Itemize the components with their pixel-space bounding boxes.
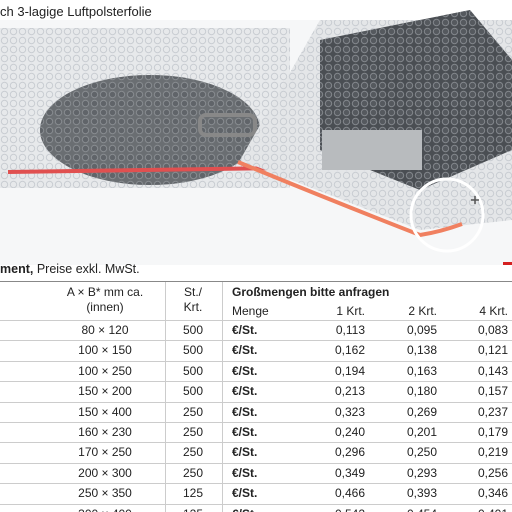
size-cell: 200 × 300 [78, 465, 132, 480]
price-cell: 0,296 [334, 445, 365, 460]
price-cell: 0,237 [477, 404, 508, 419]
price-cell: 0,349 [334, 465, 365, 480]
row-line [0, 381, 512, 383]
price-cell: 0,180 [406, 384, 437, 399]
header-title: ch 3-lagige Luftpolsterfolie [0, 4, 152, 19]
col-c4: 4 Krt. [479, 304, 508, 318]
unit-cell: €/St. [232, 363, 258, 378]
product-photos [0, 10, 512, 265]
unit-cell: €/St. [232, 486, 258, 501]
pack-cell: 500 [182, 343, 204, 358]
size-cell: 300 × 400 [45, 507, 165, 512]
pack-cell: 125 [182, 486, 204, 501]
unit-cell: €/St. [232, 384, 258, 399]
row-line [0, 503, 512, 505]
pack-cell: 500 [182, 384, 204, 399]
pack-cell: 125 [172, 507, 214, 512]
unit-cell: €/St. [232, 404, 258, 419]
row-line [0, 442, 512, 444]
divider [222, 282, 223, 512]
section-rest: Preise exkl. MwSt. [36, 262, 140, 276]
pack-cell: 250 [182, 425, 204, 439]
price-cell: 0,162 [334, 343, 365, 358]
row-line [0, 483, 512, 485]
size-cell: 250 × 350 [78, 486, 132, 501]
price-cell: 0,393 [406, 486, 437, 501]
pack-cell: 500 [182, 323, 204, 337]
size-cell: 150 × 400 [78, 404, 132, 419]
unit-cell: €/St. [232, 507, 257, 512]
row-line [0, 401, 512, 403]
price-cell: 0,346 [477, 486, 508, 501]
price-cell: 0,323 [334, 404, 365, 419]
divider [165, 282, 166, 512]
price-cell: 0,095 [406, 323, 437, 337]
pack-cell: 250 [182, 404, 204, 419]
price-cell: 0,219 [477, 445, 508, 460]
price-cell: 0,083 [477, 323, 508, 337]
size-cell: 150 × 200 [78, 384, 132, 399]
col-qty: Menge [232, 304, 269, 318]
price-cell: 0,143 [477, 363, 508, 378]
price-cell: 0,454 [372, 507, 437, 512]
row-line [0, 422, 512, 423]
price-cell: 0,256 [477, 465, 508, 480]
size-cell: 160 × 230 [78, 425, 132, 439]
col-group: Großmengen bitte anfragen [232, 285, 390, 299]
col-c2: 2 Krt. [408, 304, 437, 318]
price-cell: 0,542 [300, 507, 365, 512]
col-pack2: Krt. [183, 300, 203, 314]
price-cell: 0,250 [406, 445, 437, 460]
col-size-note: (innen) [86, 300, 124, 314]
size-cell: 100 × 250 [78, 363, 132, 378]
row-line [0, 462, 512, 464]
size-cell: 170 × 250 [78, 445, 132, 460]
unit-cell: €/St. [232, 323, 258, 337]
row-line [0, 340, 512, 342]
col-pack: St./ [183, 285, 202, 299]
pack-cell: 250 [182, 445, 204, 460]
row-line [0, 360, 512, 362]
section-heading: ment, Preise exkl. MwSt. [0, 262, 140, 276]
pack-cell: 250 [182, 465, 204, 480]
col-size: A × B* mm ca. [66, 285, 144, 299]
price-cell: 0,293 [406, 465, 437, 480]
unit-cell: €/St. [232, 343, 258, 358]
size-cell: 80 × 120 [81, 323, 129, 337]
unit-cell: €/St. [232, 445, 258, 460]
price-cell: 0,138 [406, 343, 437, 358]
price-cell: 0,466 [334, 486, 365, 501]
price-cell: 0,401 [443, 507, 508, 512]
price-cell: 0,213 [334, 384, 365, 399]
col-c1: 1 Krt. [336, 304, 365, 318]
price-cell: 0,113 [335, 323, 365, 337]
unit-cell: €/St. [232, 465, 258, 480]
price-cell: 0,201 [406, 425, 437, 439]
price-cell: 0,179 [477, 425, 508, 439]
price-cell: 0,240 [334, 425, 365, 439]
section-lead: ment, [0, 262, 34, 276]
price-cell: 0,269 [406, 404, 437, 419]
rule [0, 281, 512, 282]
row-line [0, 320, 512, 321]
price-cell: 0,163 [406, 363, 437, 378]
price-cell: 0,157 [477, 384, 508, 399]
price-cell: 0,194 [334, 363, 365, 378]
pack-cell: 500 [182, 363, 204, 378]
price-cell: 0,121 [477, 343, 508, 358]
size-cell: 100 × 150 [78, 343, 132, 358]
unit-cell: €/St. [232, 425, 258, 439]
